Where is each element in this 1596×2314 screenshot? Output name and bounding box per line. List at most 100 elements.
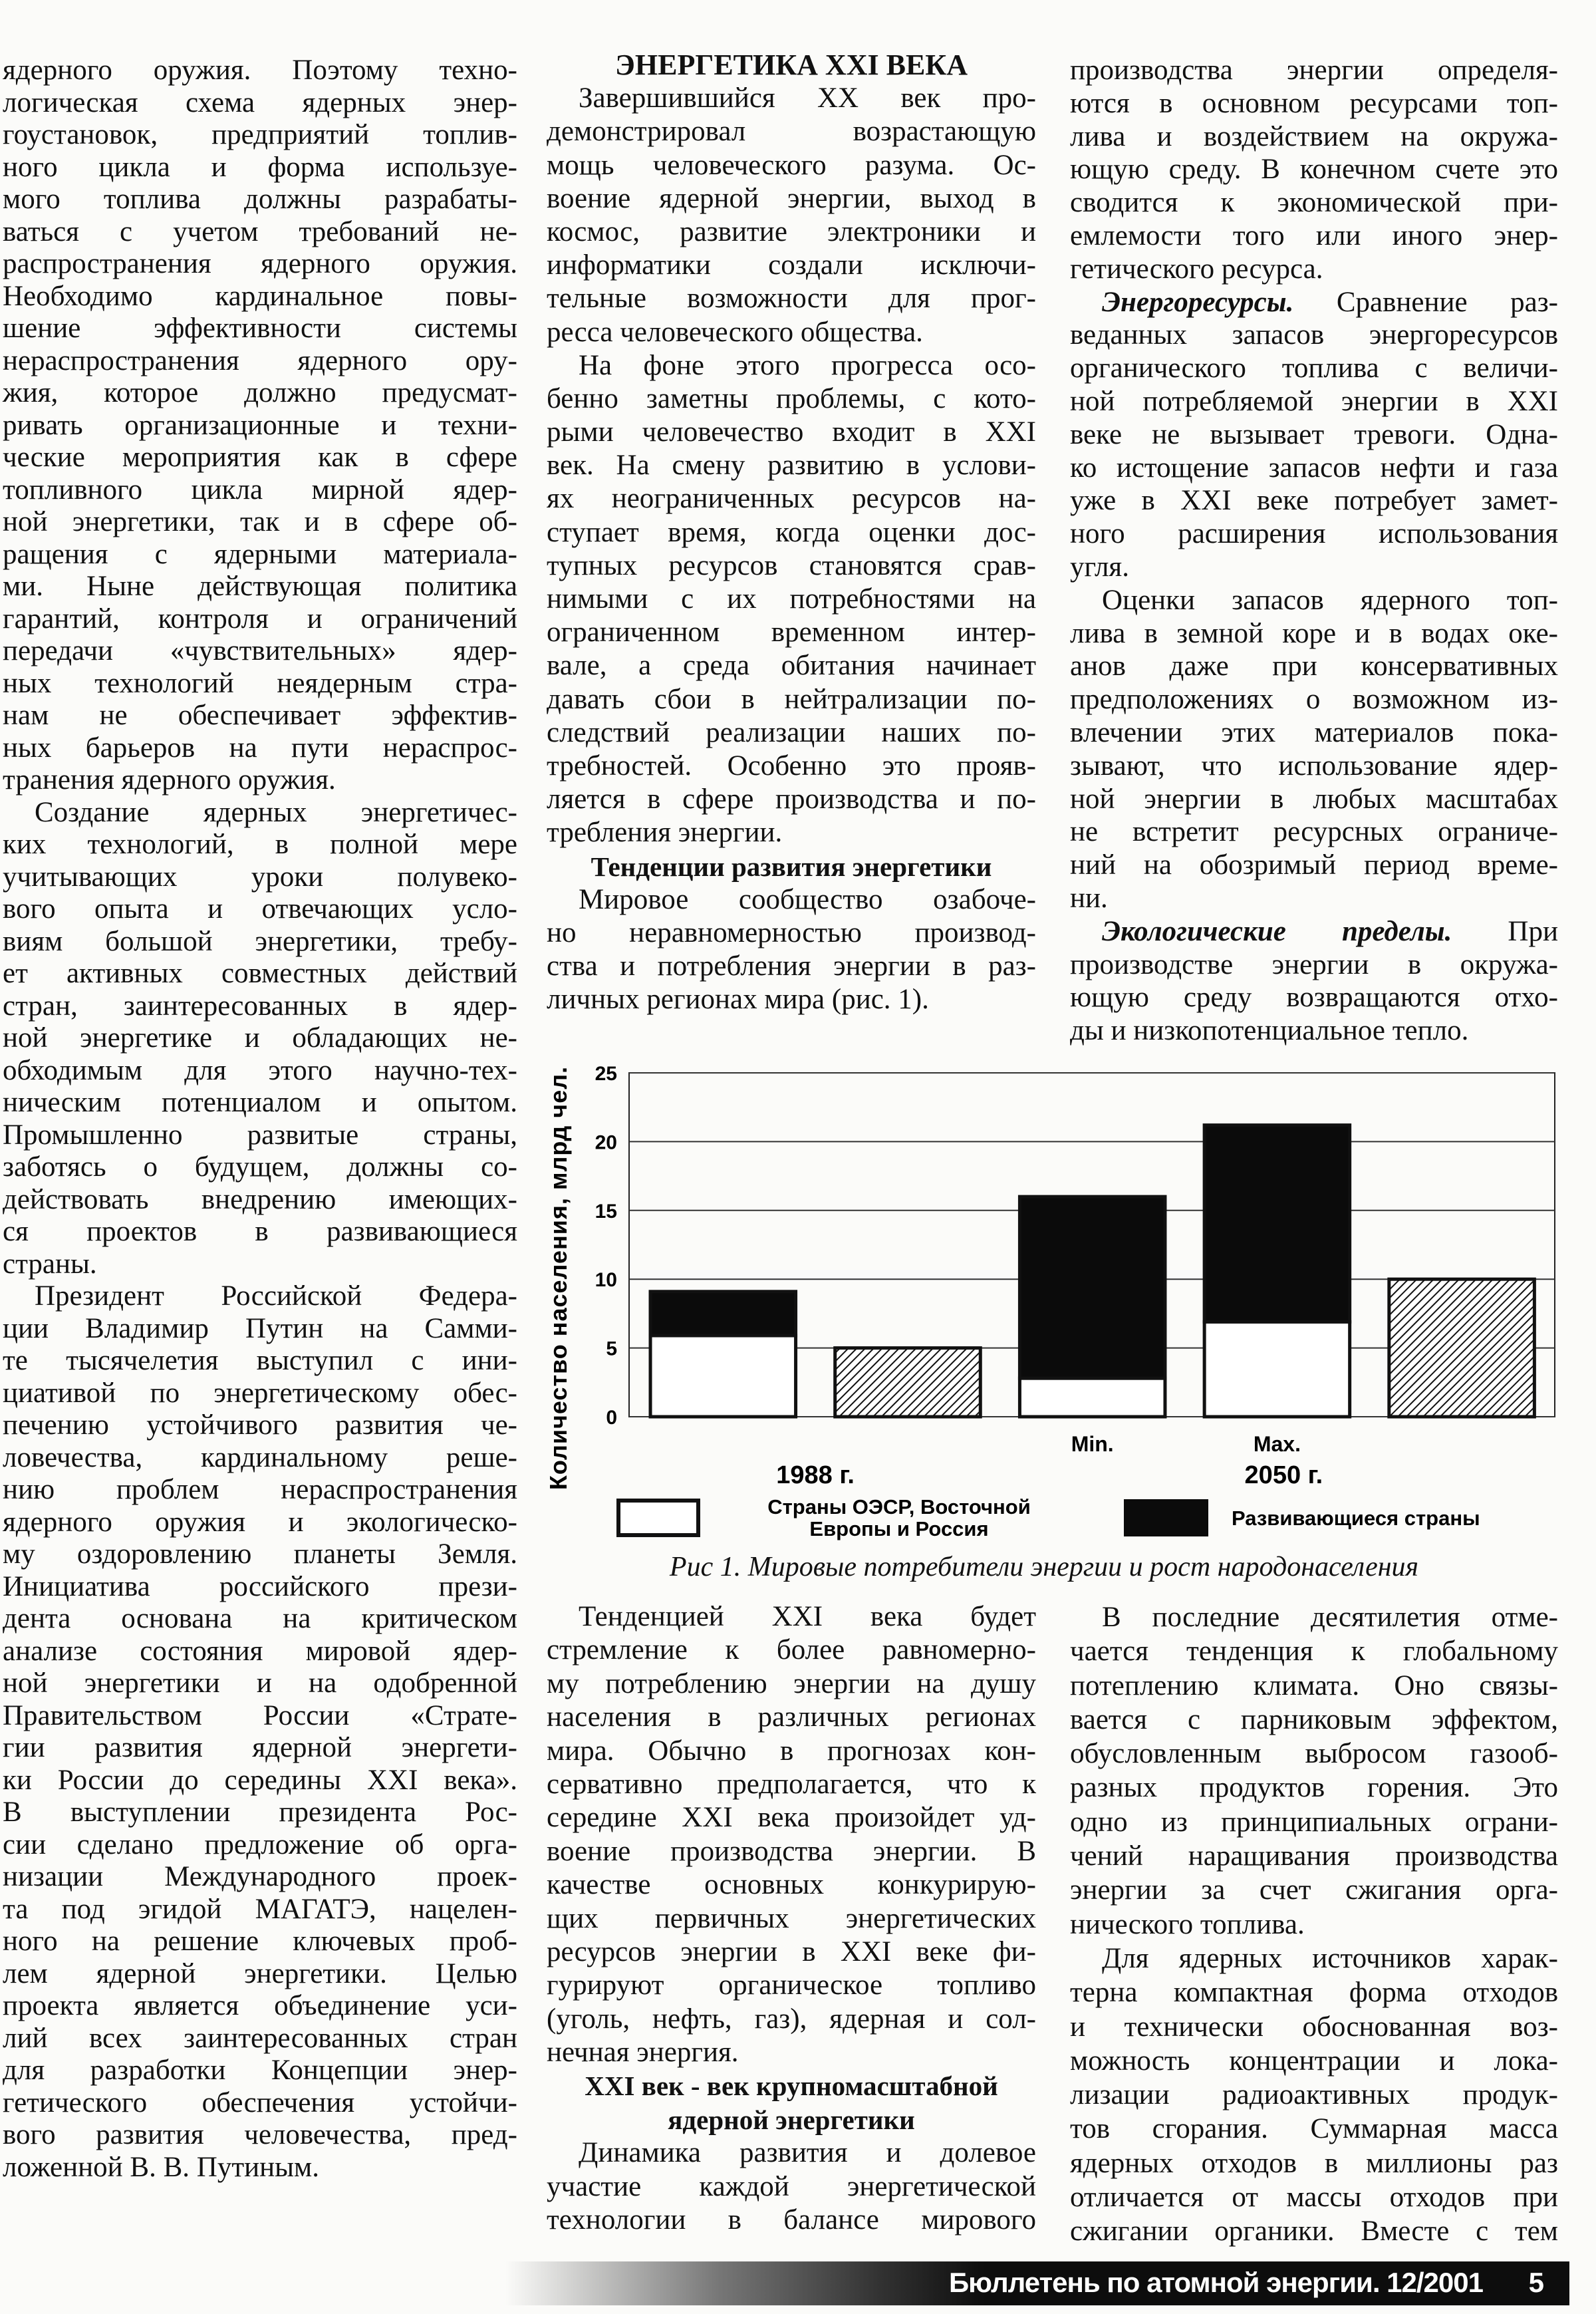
- text-line: ресса человеческого общества.: [547, 316, 923, 348]
- text-line: век. На смену развитию в услови-: [547, 450, 1036, 482]
- text-line: ях неограниченных ресурсов на-: [547, 483, 1036, 515]
- group-label: 2050 г.: [1245, 1461, 1323, 1489]
- text-line: ются в основном ресурсами топ-: [1070, 87, 1558, 119]
- figure-1-chart: 0 5 10 15 20 25 Количество населения, млрд чел…: [545, 1063, 1555, 1540]
- text-line: ческие мероприятия как в сфере: [3, 442, 517, 473]
- text-line: Президент Российской Федера-: [35, 1280, 517, 1312]
- text-line: органического топлива с величи-: [1070, 353, 1558, 384]
- text-line: не встретит ресурсных ограниче-: [1070, 816, 1558, 848]
- text-line: ядерного оружия. Поэтому техно-: [3, 55, 517, 86]
- text-line: заботясь о будущем, должны со-: [3, 1151, 517, 1183]
- category-label: Max.: [1254, 1432, 1301, 1456]
- text-line: ного цикла и форма используе-: [3, 151, 517, 183]
- text-line: энергии за счет сжигания орга-: [1070, 1874, 1558, 1906]
- text-line: тов сгорания. Суммарная масса: [1070, 2113, 1558, 2145]
- legend-label: Европы и Россия: [809, 1517, 988, 1540]
- text-line: Инициатива российского прези-: [3, 1570, 517, 1602]
- text-line: терна компактная форма отходов: [1070, 1977, 1558, 2009]
- text-line: (уголь, нефть, газ), ядерная и сол-: [547, 2003, 1036, 2035]
- text-line: лизации радиоактивных продук-: [1070, 2079, 1558, 2111]
- text-span: При: [1452, 915, 1558, 947]
- text-line: Промышленно развитые страны,: [3, 1119, 517, 1151]
- text-line: ющую среду возвращаются отхо-: [1070, 982, 1558, 1014]
- bar-segment: [648, 1334, 798, 1419]
- text-line: обусловленным выбросом газооб-: [1070, 1738, 1558, 1770]
- text-line: ного расширения использования: [1070, 518, 1558, 550]
- text-line: участие каждой энергетической: [547, 2170, 1036, 2202]
- text-line: ки России до середины XXI века».: [3, 1764, 517, 1796]
- text-line: Для ядерных источников харак-: [1102, 1942, 1558, 1974]
- bar-segment: [1017, 1376, 1167, 1419]
- text-line: Завершившийся XX век про-: [579, 82, 1036, 114]
- text-line: рыми человечество входит в XXI: [547, 416, 1036, 448]
- text-line: анализе состояния мировой ядер-: [3, 1635, 517, 1667]
- text-line: бенно заметны проблемы, с кото-: [547, 382, 1036, 414]
- legend-swatch-white: [616, 1499, 700, 1537]
- y-tick-label: 25: [595, 1063, 617, 1085]
- text-line: космос, развитие электроники и: [547, 216, 1036, 247]
- text-line: отличается от массы отходов при: [1070, 2182, 1558, 2214]
- text-line: ривать организационные и техни-: [3, 409, 517, 441]
- text-line: ды и низкопотенциальное тепло.: [1070, 1015, 1469, 1047]
- legend-label: Страны ОЭСР, Восточной: [767, 1495, 1031, 1519]
- text-line: нам не обеспечивает эффектив-: [3, 700, 517, 731]
- text-line: стремление к более равномерно-: [547, 1634, 1036, 1666]
- text-line: чается тенденция к глобальному: [1070, 1636, 1558, 1667]
- y-tick-label: 20: [595, 1131, 617, 1153]
- text-line: но неравномерностью производ-: [547, 917, 1036, 948]
- figure-caption: Рис 1. Мировые потребители энергии и рос…: [669, 1552, 1419, 1582]
- text-line: Мировое сообщество озабоче-: [579, 883, 1036, 915]
- text-line: воение ядерной энергии, выход в: [547, 182, 1036, 214]
- section-heading: Тенденции развития энергетики: [591, 851, 992, 882]
- text-line: тельные возможности для прог-: [547, 283, 1036, 315]
- text-line: нимыми с их потребностями на: [547, 583, 1036, 615]
- text-line: лива и воздействием на окружа-: [1070, 120, 1558, 152]
- text-line: нераспространения ядерного ору-: [3, 345, 517, 376]
- text-line: ляется в сфере производства и по-: [547, 784, 1036, 815]
- text-line: ет активных совместных действий: [3, 958, 517, 989]
- text-line: влечении этих материалов пока-: [1070, 716, 1558, 748]
- text-line: вале, а среда обитания начинает: [547, 650, 1036, 682]
- text-line: Экологические пределы. При: [1070, 915, 1558, 948]
- bar-segment: [833, 1346, 982, 1419]
- text-line: ний на обозримый период време-: [1070, 849, 1558, 881]
- text-line: ства и потребления энергии в раз-: [547, 950, 1036, 982]
- text-line: уже в XXI веке потребует замет-: [1070, 485, 1558, 517]
- text-span: Сравнение раз-: [1293, 286, 1558, 318]
- y-tick-label: 15: [595, 1201, 617, 1223]
- text-line: требностей. Особенно это прояв-: [547, 750, 1036, 782]
- text-line: веданных запасов энергоресурсов: [1070, 319, 1558, 351]
- text-line: ной энергетики, так и в сфере об-: [3, 506, 517, 537]
- text-line: населения в различных регионах: [547, 1701, 1036, 1733]
- left-column: ядерного оружия. Поэтому техно-логическа…: [3, 55, 517, 2184]
- text-line: ядерных отходов в миллионы раз: [1070, 2147, 1558, 2179]
- text-line: ции Владимир Путин на Самми-: [3, 1312, 517, 1344]
- text-line: можность концентрации и лока-: [1070, 2045, 1558, 2077]
- text-line: Тенденцией XXI века будет: [579, 1601, 1036, 1632]
- text-line: тупных ресурсов становятся срав-: [547, 549, 1036, 581]
- text-line: гетического обеспечения устойчи-: [3, 2087, 517, 2118]
- text-line: гетического ресурса.: [1070, 253, 1323, 285]
- text-line: На фоне этого прогресса осо-: [579, 349, 1036, 381]
- text-line: сжигании органики. Вместе с тем: [1070, 2216, 1558, 2247]
- text-line: вого опыта и отвечающих усло-: [3, 893, 517, 925]
- text-line: Оценки запасов ядерного топ-: [1102, 584, 1558, 616]
- text-line: лий всех заинтересованных стран: [3, 2022, 517, 2054]
- text-line: ваться с учетом требований не-: [3, 216, 517, 247]
- text-line: Правительством России «Страте-: [3, 1699, 517, 1731]
- text-line: чений наращивания производства: [1070, 1840, 1558, 1872]
- text-line: воение производства энергии. В: [547, 1835, 1036, 1867]
- text-line: нию проблем нераспространения: [3, 1474, 517, 1505]
- text-line: угля.: [1070, 551, 1129, 583]
- category-label: Min.: [1071, 1432, 1114, 1456]
- text-line: демонстрировал возрастающую: [547, 116, 1036, 148]
- section-heading: ЭНЕРГЕТИКА XXI ВЕКА: [615, 49, 968, 81]
- y-tick-label: 0: [606, 1407, 617, 1429]
- text-line: нического топлива.: [1070, 1908, 1305, 1940]
- text-line: ной энергетики и на одобренной: [3, 1667, 517, 1699]
- text-line: мира. Обычно в прогнозах кон-: [547, 1735, 1036, 1767]
- bar-segment: [1017, 1195, 1167, 1380]
- section-heading: XXI век - век крупномасштабной: [585, 2071, 998, 2102]
- text-line: вается с парниковым эффектом,: [1070, 1703, 1558, 1735]
- text-line: действовать внедрению имеющих-: [3, 1183, 517, 1215]
